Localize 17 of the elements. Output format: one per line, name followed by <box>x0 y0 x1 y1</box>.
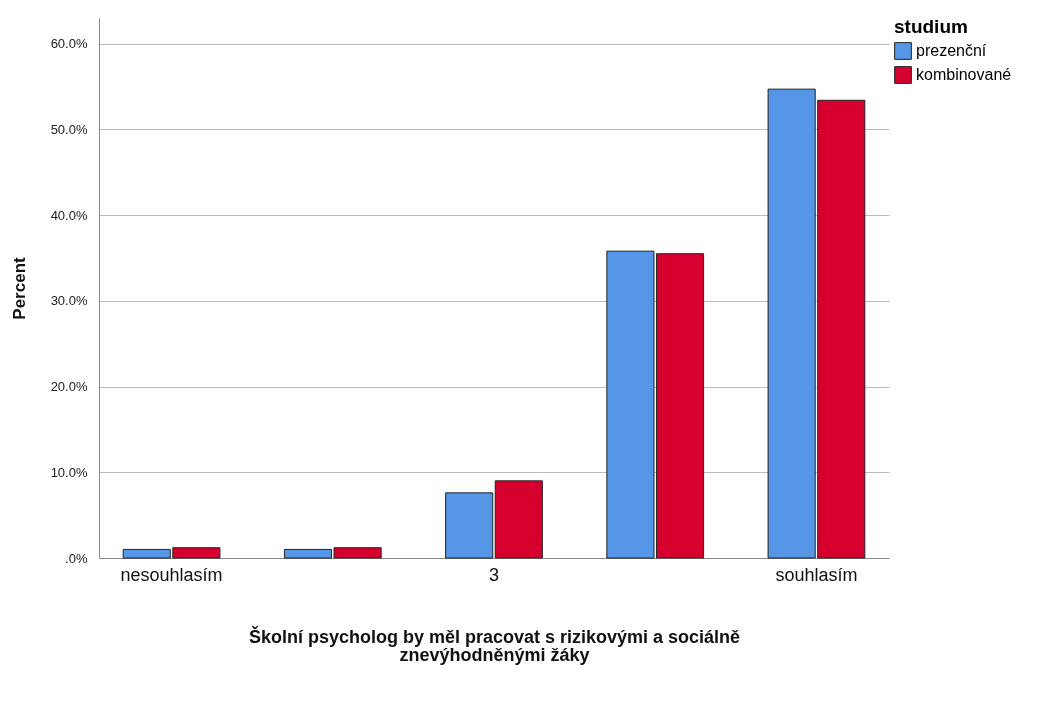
legend-label: prezenční <box>916 42 987 59</box>
legend-label: kombinované <box>916 66 1012 83</box>
bar <box>494 480 543 559</box>
y-tick-label: 20.0% <box>50 379 88 395</box>
x-axis-title: Školní psycholog by měl pracovat s rizikovými a sociálně znevýhodněnými žáky <box>248 625 741 665</box>
y-tick-label: 10.0% <box>50 464 88 480</box>
legend-title: studium <box>894 16 968 37</box>
x-tick-label: 3 <box>488 564 500 585</box>
y-tick-label: 30.0% <box>50 293 88 309</box>
x-tick-label: souhlasím <box>775 564 858 585</box>
y-tick-label: 50.0% <box>50 121 88 137</box>
x-tick-label: nesouhlasím <box>120 564 223 585</box>
y-tick-label: 40.0% <box>50 207 88 223</box>
y-axis-title: Percent <box>9 256 29 320</box>
y-tick-label: 60.0% <box>50 36 88 52</box>
y-tick-label: .0% <box>65 550 88 566</box>
bar <box>445 492 494 559</box>
